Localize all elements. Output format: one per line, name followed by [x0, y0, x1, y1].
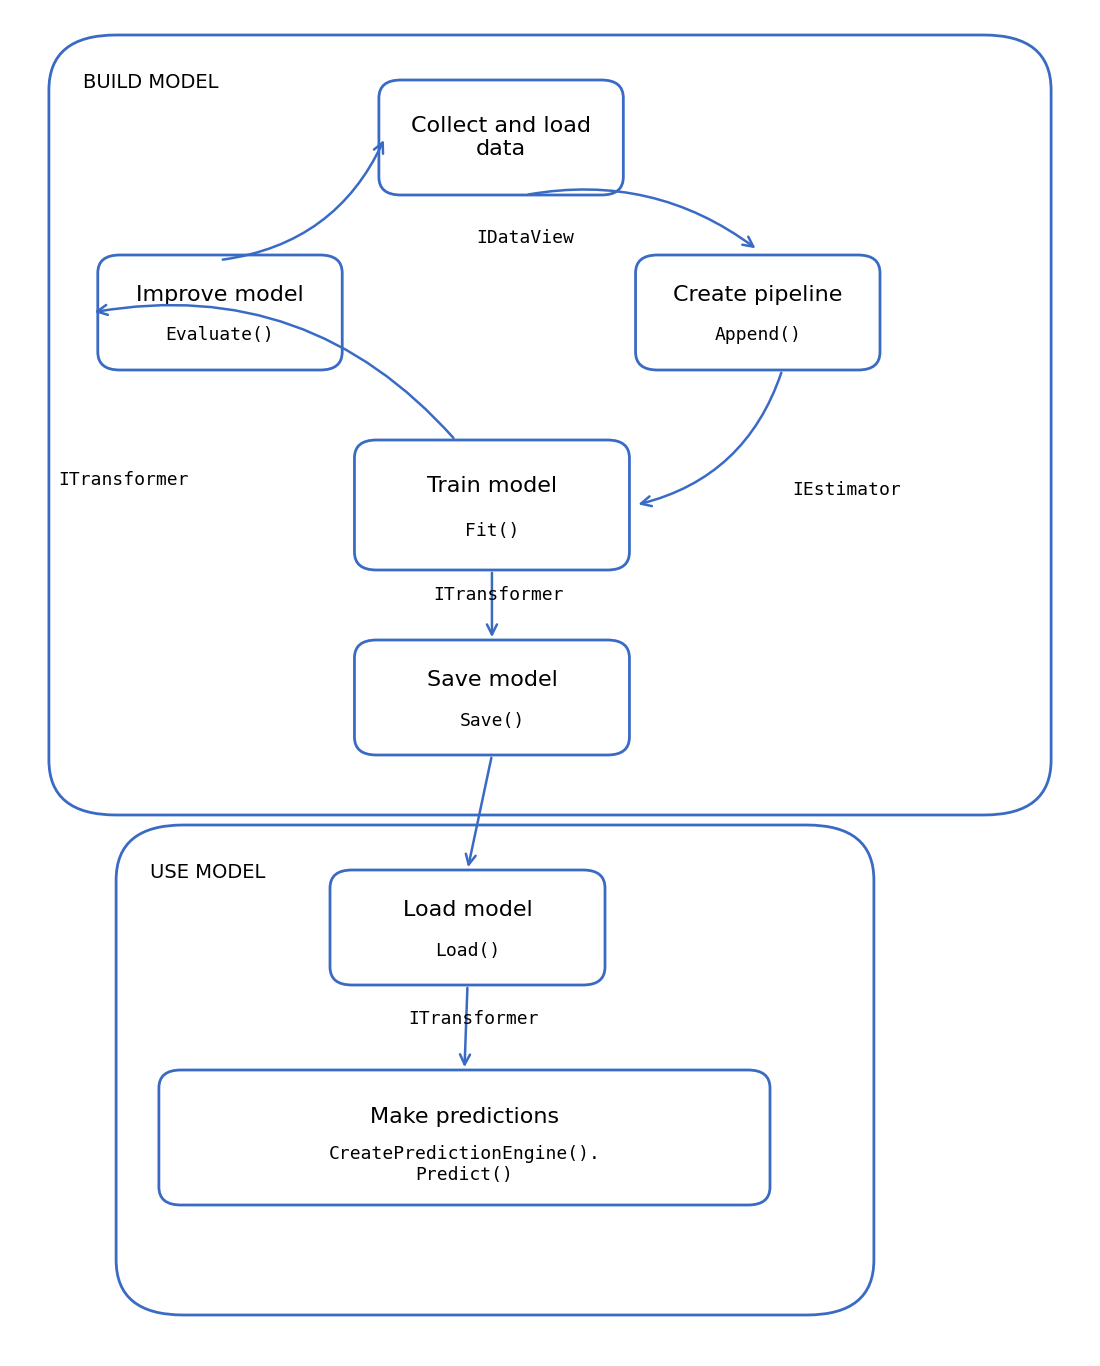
Text: ITransformer: ITransformer [58, 471, 189, 489]
FancyBboxPatch shape [354, 440, 629, 570]
Text: Fit(): Fit() [465, 522, 519, 540]
Text: CreatePredictionEngine().
Predict(): CreatePredictionEngine(). Predict() [329, 1145, 601, 1184]
Text: ITransformer: ITransformer [408, 1011, 539, 1029]
Text: BUILD MODEL: BUILD MODEL [84, 72, 219, 92]
FancyBboxPatch shape [158, 1070, 770, 1205]
Text: Save(): Save() [460, 712, 525, 729]
Text: Create pipeline: Create pipeline [673, 285, 843, 305]
Text: USE MODEL: USE MODEL [151, 863, 266, 882]
FancyBboxPatch shape [48, 36, 1052, 816]
Text: Evaluate(): Evaluate() [166, 326, 274, 344]
Text: Save model: Save model [427, 671, 558, 690]
FancyBboxPatch shape [330, 870, 605, 985]
Text: Load model: Load model [403, 900, 532, 921]
FancyBboxPatch shape [636, 255, 880, 370]
Text: Load(): Load() [434, 941, 500, 959]
FancyBboxPatch shape [354, 641, 629, 755]
Text: IDataView: IDataView [476, 229, 574, 247]
Text: Collect and load
data: Collect and load data [411, 116, 591, 158]
Text: IEstimator: IEstimator [792, 481, 901, 499]
FancyBboxPatch shape [378, 81, 624, 195]
Text: Make predictions: Make predictions [370, 1108, 559, 1127]
FancyBboxPatch shape [98, 255, 342, 370]
FancyBboxPatch shape [117, 825, 873, 1315]
Text: Improve model: Improve model [136, 285, 304, 305]
Text: Train model: Train model [427, 475, 557, 496]
Text: Append(): Append() [714, 326, 801, 344]
Text: ITransformer: ITransformer [432, 586, 563, 604]
